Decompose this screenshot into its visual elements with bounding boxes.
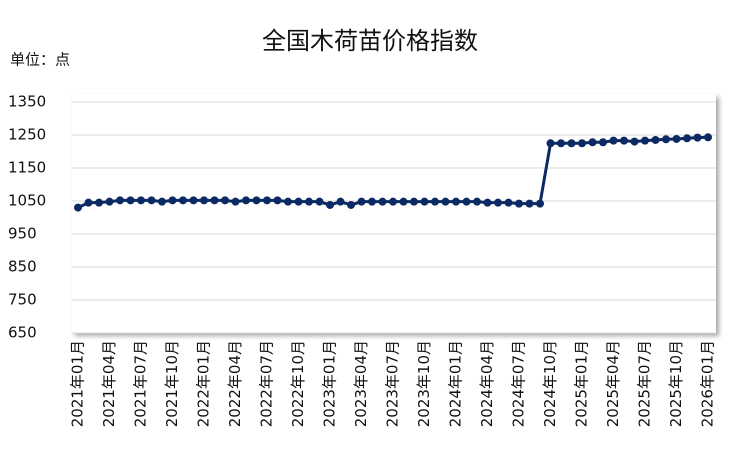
point bbox=[284, 197, 292, 206]
point bbox=[546, 139, 555, 148]
point bbox=[389, 197, 397, 206]
point bbox=[242, 196, 250, 205]
point bbox=[662, 135, 670, 144]
point bbox=[263, 196, 271, 205]
x-tick-label: 2023年10月 bbox=[415, 340, 433, 427]
point bbox=[116, 196, 124, 205]
point bbox=[273, 196, 282, 205]
x-tick-label: 2024年10月 bbox=[541, 340, 559, 427]
point bbox=[620, 136, 628, 145]
point bbox=[158, 197, 166, 206]
point bbox=[399, 197, 408, 206]
point bbox=[431, 197, 439, 206]
point bbox=[504, 198, 513, 207]
point bbox=[147, 196, 156, 205]
point bbox=[126, 196, 135, 205]
point bbox=[483, 198, 492, 207]
point bbox=[420, 197, 429, 206]
x-tick-label: 2024年07月 bbox=[510, 340, 528, 427]
x-tick-label: 2025年01月 bbox=[573, 340, 591, 427]
point bbox=[630, 137, 639, 146]
point bbox=[599, 138, 607, 147]
point bbox=[179, 196, 187, 205]
y-tick-label: 850 bbox=[8, 258, 37, 276]
x-tick-label: 2025年10月 bbox=[667, 340, 685, 427]
point bbox=[336, 197, 345, 206]
point bbox=[252, 196, 261, 205]
point bbox=[95, 198, 103, 207]
point bbox=[74, 203, 82, 212]
x-tick-label: 2022年04月 bbox=[226, 340, 244, 427]
point bbox=[326, 200, 334, 209]
point bbox=[294, 197, 303, 206]
x-tick-label: 2023年01月 bbox=[321, 340, 339, 427]
point bbox=[557, 139, 565, 148]
point bbox=[588, 138, 597, 147]
point bbox=[368, 197, 376, 206]
point bbox=[315, 197, 324, 206]
x-tick-label: 2022年01月 bbox=[195, 340, 213, 427]
point bbox=[515, 199, 523, 208]
x-tick-label: 2021年04月 bbox=[100, 340, 118, 427]
point bbox=[210, 196, 219, 205]
x-tick-label: 2026年01月 bbox=[699, 340, 717, 427]
plot-area bbox=[72, 94, 716, 333]
point bbox=[609, 136, 618, 145]
point bbox=[347, 200, 355, 209]
y-tick-label: 1350 bbox=[8, 93, 46, 111]
y-tick-label: 750 bbox=[8, 291, 37, 309]
y-tick-label: 1050 bbox=[8, 192, 46, 210]
point bbox=[410, 197, 418, 206]
x-tick-label: 2024年01月 bbox=[447, 340, 465, 427]
point bbox=[441, 197, 450, 206]
point bbox=[462, 197, 471, 206]
x-tick-label: 2021年07月 bbox=[132, 340, 150, 427]
x-tick-label: 2023年04月 bbox=[352, 340, 370, 427]
point bbox=[641, 136, 649, 145]
point bbox=[357, 197, 366, 206]
point bbox=[137, 196, 145, 205]
point bbox=[231, 197, 240, 206]
y-tick-label: 650 bbox=[8, 324, 37, 342]
x-tick-label: 2025年07月 bbox=[636, 340, 654, 427]
y-tick-label: 950 bbox=[8, 225, 37, 243]
point bbox=[651, 135, 660, 144]
point bbox=[704, 133, 712, 142]
x-tick-label: 2024年04月 bbox=[478, 340, 496, 427]
unit-label: 单位：点 bbox=[10, 51, 70, 69]
y-tick-label: 1150 bbox=[8, 159, 46, 177]
point bbox=[567, 139, 576, 148]
point bbox=[494, 198, 502, 207]
y-tick-label: 1250 bbox=[8, 126, 46, 144]
point bbox=[305, 197, 313, 206]
point bbox=[105, 197, 114, 206]
point bbox=[536, 199, 544, 208]
point bbox=[693, 133, 702, 142]
x-tick-label: 2022年10月 bbox=[289, 340, 307, 427]
x-tick-label: 2021年01月 bbox=[69, 340, 87, 427]
point bbox=[189, 196, 198, 205]
point bbox=[578, 139, 586, 148]
point bbox=[452, 197, 460, 206]
point bbox=[84, 198, 93, 207]
chart-title: 全国木荷苗价格指数 bbox=[262, 27, 478, 55]
point bbox=[473, 197, 481, 206]
point bbox=[672, 134, 681, 143]
x-tick-label: 2021年10月 bbox=[163, 340, 181, 427]
point bbox=[683, 134, 691, 143]
x-tick-label: 2022年07月 bbox=[258, 340, 276, 427]
point bbox=[221, 196, 229, 205]
x-tick-label: 2023年07月 bbox=[384, 340, 402, 427]
point bbox=[525, 199, 534, 208]
point bbox=[200, 196, 208, 205]
point bbox=[378, 197, 387, 206]
point bbox=[168, 196, 177, 205]
x-tick-label: 2025年04月 bbox=[604, 340, 622, 427]
